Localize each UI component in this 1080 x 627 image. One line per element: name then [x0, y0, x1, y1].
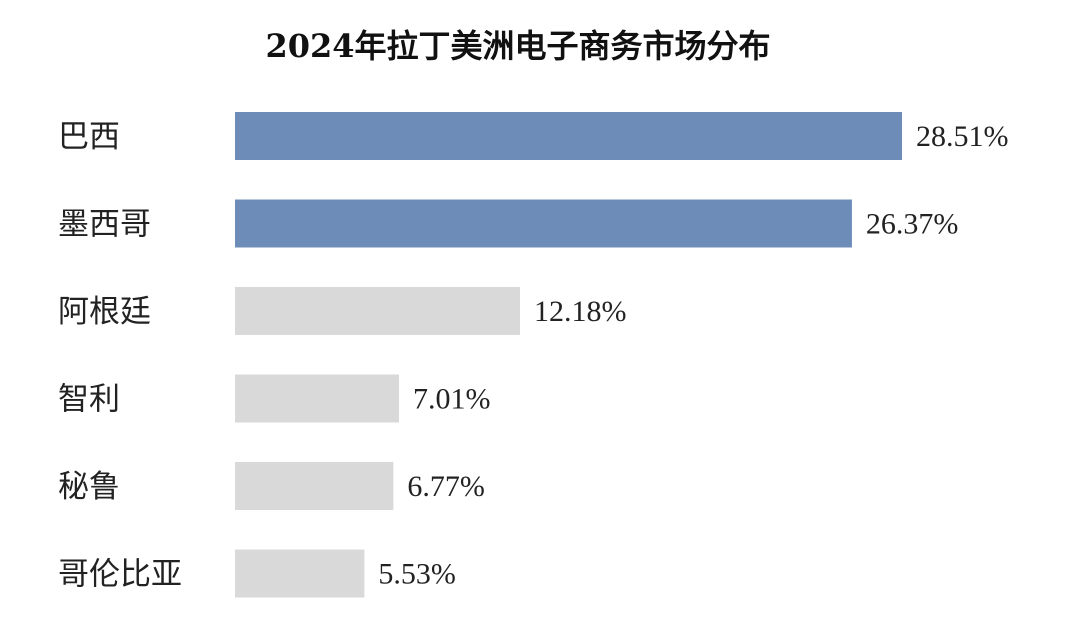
value-label: 12.18%	[534, 295, 627, 328]
bar	[235, 112, 902, 160]
value-label: 28.51%	[916, 120, 1009, 153]
category-label: 哥伦比亚	[58, 557, 182, 593]
value-label: 6.77%	[407, 470, 485, 503]
category-label: 巴西	[58, 119, 120, 155]
value-label: 26.37%	[866, 208, 959, 241]
category-label: 智利	[58, 382, 120, 418]
category-label: 阿根廷	[58, 294, 151, 330]
bars-layer: 巴西 28.51% 墨西哥 26.37% 阿根廷 12.18% 智利 7.01% 秘鲁 6.77%…	[58, 112, 1009, 598]
category-label: 秘鲁	[58, 469, 120, 505]
bar	[235, 199, 852, 248]
chart-title: 2024年拉丁美洲电子商务市场分布	[265, 27, 770, 65]
value-label: 7.01%	[413, 383, 491, 416]
value-label: 5.53%	[378, 558, 456, 591]
bar	[235, 374, 400, 423]
bar	[235, 462, 394, 510]
category-label: 墨西哥	[58, 207, 151, 243]
bar	[235, 287, 520, 335]
bar	[235, 549, 365, 598]
